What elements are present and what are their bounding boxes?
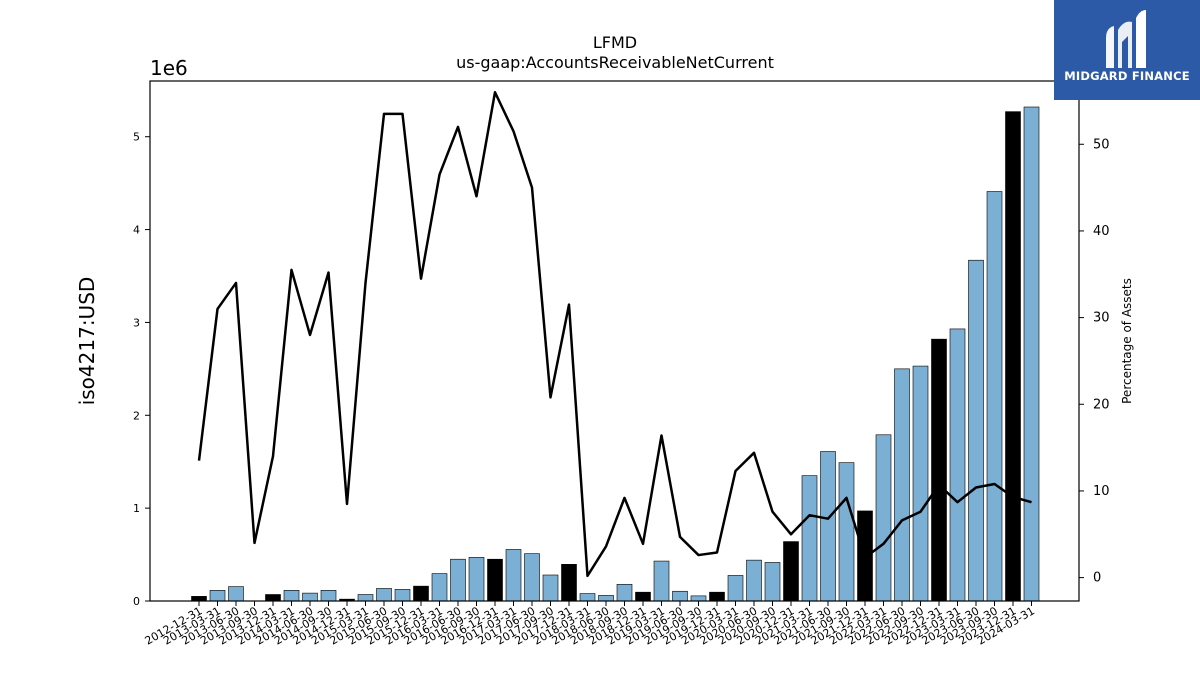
bar-2014-03-31 bbox=[283, 590, 300, 602]
bar-2016-12-31 bbox=[487, 558, 503, 602]
bar-2022-12-31 bbox=[931, 338, 947, 602]
bar-2013-03-31 bbox=[209, 590, 226, 602]
midgard-logo-icon bbox=[1106, 10, 1146, 68]
bar-2020-12-31 bbox=[783, 541, 799, 602]
y-axis-exponent: 1e6 bbox=[150, 56, 188, 80]
bar-2014-06-30 bbox=[302, 592, 318, 602]
y-tick-label: 4 bbox=[133, 224, 140, 237]
bar-2016-03-31 bbox=[431, 573, 448, 602]
bar-2018-09-30 bbox=[616, 583, 633, 602]
bar-2022-06-30 bbox=[894, 368, 910, 602]
bar-2013-12-31 bbox=[265, 594, 281, 602]
bar-2021-03-31 bbox=[801, 475, 818, 602]
bar-2015-12-31 bbox=[413, 585, 429, 602]
bar-2012-12-31 bbox=[191, 596, 207, 602]
bar-2023-03-31 bbox=[949, 328, 966, 602]
bar-2022-09-30 bbox=[912, 365, 929, 602]
bar-2020-09-30 bbox=[764, 562, 781, 602]
chart-title: LFMD bbox=[593, 33, 637, 52]
plot-frame bbox=[149, 80, 1080, 602]
bar-2017-06-30 bbox=[524, 553, 540, 602]
y-axis-label: iso4217:USD bbox=[75, 277, 99, 406]
y-tick-label: 1 bbox=[133, 502, 140, 515]
bar-2020-06-30 bbox=[746, 559, 762, 602]
logo-text: MIDGARD FINANCE bbox=[1064, 69, 1190, 83]
bar-series bbox=[191, 106, 1040, 602]
y2-tick-label: 10 bbox=[1093, 484, 1110, 499]
bar-2023-12-31 bbox=[1005, 111, 1021, 602]
y2-axis-ticks: 0 10 20 30 40 50 bbox=[1079, 137, 1110, 586]
y-axis-ticks: 0 1 2 3 4 5 bbox=[133, 131, 150, 608]
bar-2022-03-31 bbox=[875, 434, 892, 602]
bar-2017-12-31 bbox=[561, 564, 577, 602]
bar-2021-06-30 bbox=[820, 451, 836, 602]
bar-2024-03-31 bbox=[1023, 106, 1040, 602]
bar-2019-09-30 bbox=[690, 595, 707, 602]
bar-2023-09-30 bbox=[986, 191, 1003, 602]
y2-tick-label: 30 bbox=[1093, 311, 1110, 326]
y-tick-label: 0 bbox=[133, 595, 140, 608]
bar-2023-06-30 bbox=[968, 259, 984, 602]
y2-tick-label: 50 bbox=[1093, 137, 1110, 152]
bar-2017-03-31 bbox=[505, 549, 522, 602]
bar-2021-09-30 bbox=[838, 462, 855, 602]
midgard-finance-logo: MIDGARD FINANCE bbox=[1054, 0, 1200, 100]
y-tick-label: 5 bbox=[133, 131, 140, 144]
bar-2018-12-31 bbox=[635, 591, 651, 602]
bar-2019-03-31 bbox=[653, 560, 670, 602]
bar-2019-06-30 bbox=[672, 590, 688, 602]
bar-2017-09-30 bbox=[542, 574, 559, 602]
y2-axis-label: Percentage of Assets bbox=[1120, 278, 1134, 404]
bar-2020-03-31 bbox=[727, 575, 744, 602]
y2-tick-label: 20 bbox=[1093, 397, 1110, 412]
bar-2015-06-30 bbox=[376, 588, 392, 602]
bar-2014-09-30 bbox=[320, 590, 337, 602]
y2-tick-label: 0 bbox=[1093, 571, 1101, 586]
y-tick-label: 3 bbox=[133, 316, 140, 329]
bar-2016-06-30 bbox=[450, 558, 466, 602]
bar-2018-06-30 bbox=[598, 595, 614, 602]
chart-subtitle: us-gaap:AccountsReceivableNetCurrent bbox=[456, 53, 774, 72]
bar-2015-03-31 bbox=[357, 594, 374, 602]
bar-2016-09-30 bbox=[468, 557, 485, 602]
bar-2019-12-31 bbox=[709, 591, 725, 602]
percentage-line bbox=[197, 91, 1032, 578]
y2-tick-label: 40 bbox=[1093, 224, 1110, 239]
x-axis-ticks: 2012-12-312013-03-312013-06-302013-09-30… bbox=[143, 601, 1037, 648]
bar-2015-09-30 bbox=[394, 589, 411, 602]
bar-2018-03-31 bbox=[579, 593, 596, 602]
y-tick-label: 2 bbox=[133, 409, 140, 422]
bar-2013-06-30 bbox=[228, 586, 244, 602]
